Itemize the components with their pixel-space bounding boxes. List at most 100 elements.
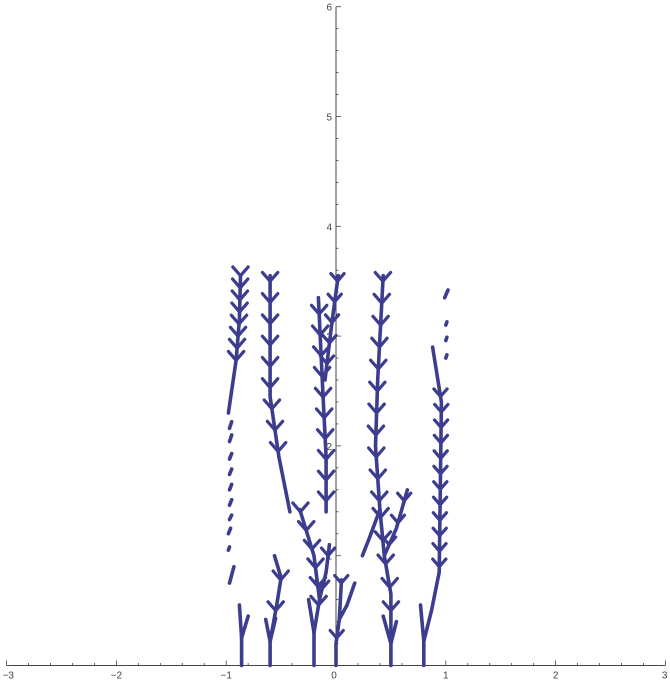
curve-branch [327, 333, 338, 345]
curve-branch [367, 402, 379, 415]
curve-branch [381, 270, 393, 283]
curve-branch [366, 424, 378, 437]
curve-branch [268, 355, 280, 368]
curve-branch [432, 418, 443, 429]
curve-branch [317, 594, 328, 607]
curve-branch [238, 277, 250, 290]
curve-branch [431, 557, 441, 569]
curve-branch [318, 354, 329, 366]
curve-branch [368, 468, 380, 481]
curve-branch [279, 569, 290, 582]
y-tick-label: 5 [326, 113, 332, 124]
curve-branch [235, 337, 247, 350]
curve-branch [323, 428, 335, 441]
curve-branch [304, 519, 316, 533]
curve-segment [418, 603, 426, 668]
curve-branch [230, 277, 242, 290]
curve-branch [323, 313, 334, 324]
curve-branch [318, 324, 330, 337]
plot-curves [226, 265, 450, 668]
curve-branch [329, 272, 340, 283]
curve-branch [438, 464, 449, 476]
curve-branch [316, 448, 328, 461]
curve-branch [260, 270, 272, 283]
curve-branch [234, 349, 246, 362]
curve-branch [268, 441, 280, 453]
curve-branch [377, 336, 389, 349]
curve-branch [387, 535, 398, 547]
curve-branch [268, 334, 280, 347]
curve-segment [360, 507, 382, 558]
curve-branch [260, 313, 272, 326]
curve-branch [315, 428, 327, 441]
curve-segment [227, 467, 234, 477]
curve-branch [432, 449, 443, 460]
curve-branch [335, 272, 346, 283]
curve-branch [376, 553, 388, 566]
y-tick-label: 4 [326, 222, 332, 233]
curve-branch [238, 289, 250, 302]
curve-branch [313, 557, 325, 570]
x-tick-label: −1 [220, 671, 232, 682]
curve-branch [321, 333, 332, 345]
curve-branch [375, 380, 387, 393]
curve-segment [382, 487, 410, 558]
curve-branch [325, 354, 336, 366]
curve-branch [324, 448, 336, 461]
curve-branch [306, 557, 318, 570]
curve-branch [320, 579, 331, 591]
curve-branch [268, 292, 280, 305]
curve-branch [432, 464, 443, 476]
curve-segment [227, 564, 236, 585]
curve-branch [319, 546, 330, 558]
x-tick-label: −3 [3, 671, 15, 682]
curve-branch [314, 407, 326, 420]
curve-branch [431, 526, 442, 538]
y-tick-label: 6 [326, 3, 332, 14]
curve-branch [380, 576, 392, 589]
curve-branch [431, 541, 442, 553]
curve-branch [368, 380, 379, 393]
curve-branch [389, 513, 400, 525]
curve-branch [298, 501, 310, 514]
curve-branch [330, 313, 341, 324]
curve-branch [439, 449, 449, 460]
curve-branch [339, 573, 350, 585]
curve-segment [334, 578, 344, 668]
curve-branch [231, 265, 243, 278]
curve-segment [227, 497, 234, 508]
curve-branch [376, 468, 388, 481]
curve-branch [438, 495, 449, 507]
curve-segment [239, 614, 250, 640]
curve-branch [321, 386, 333, 399]
curve-branch [328, 628, 339, 640]
curve-branch [384, 553, 395, 566]
curve-branch [308, 575, 320, 589]
curve-branch [296, 519, 308, 533]
curve-branch [369, 358, 380, 371]
x-tick-label: 3 [662, 671, 668, 682]
curve-branch [302, 538, 314, 551]
curve-branch [326, 292, 337, 304]
curve-branch [260, 292, 272, 305]
curve-branch [388, 576, 399, 589]
curve-branch [373, 270, 385, 283]
x-tick-label: 2 [553, 671, 559, 682]
x-tick-label: 1 [443, 671, 449, 682]
curve-branch [381, 535, 391, 547]
curve-segment [227, 482, 234, 492]
curve-segment [227, 433, 234, 444]
curve-branch [380, 292, 392, 305]
curve-segment [227, 419, 234, 431]
curve-branch [439, 418, 450, 429]
curve-branch [230, 289, 242, 302]
curve-branch [270, 398, 282, 411]
curve-branch [313, 386, 325, 399]
curve-branch [324, 469, 336, 482]
curve-branch [326, 546, 337, 558]
curve-branch [238, 301, 249, 314]
curve-branch [439, 402, 450, 414]
curve-branch [374, 446, 386, 459]
curve-segment [226, 526, 233, 536]
